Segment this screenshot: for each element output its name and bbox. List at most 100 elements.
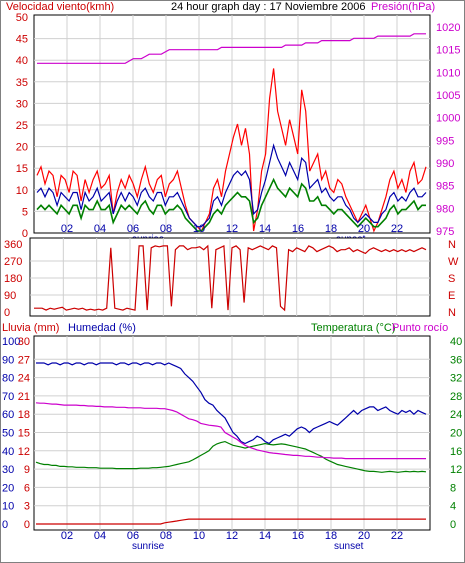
humidity-tick-label: 30 bbox=[2, 464, 14, 476]
series-gust bbox=[36, 68, 427, 233]
humidity-tick-label: 70 bbox=[2, 391, 14, 403]
wind-tick-label: 40 bbox=[16, 55, 28, 67]
wind-tick-label: 15 bbox=[16, 163, 28, 175]
pressure-tick-label: 1015 bbox=[436, 45, 460, 57]
wind-tick-label: 35 bbox=[16, 77, 28, 89]
rain-tick-label: 0 bbox=[24, 519, 30, 531]
rain-tick-label: 12 bbox=[18, 446, 30, 458]
temperature-tick-label: 40 bbox=[450, 336, 462, 348]
x-tick-label: 08 bbox=[160, 223, 172, 235]
x-tick-label: 04 bbox=[94, 530, 106, 542]
pressure-tick-label: 1000 bbox=[436, 113, 460, 125]
x-tick-label: 20 bbox=[358, 223, 370, 235]
pressure-tick-label: 990 bbox=[436, 158, 454, 170]
temperature-tick-label: 32 bbox=[450, 373, 462, 385]
wind-tick-label: 10 bbox=[16, 185, 28, 197]
series-green bbox=[36, 177, 426, 232]
temperature-tick-label: 0 bbox=[450, 519, 456, 531]
direction-tick-label: 360 bbox=[4, 239, 22, 251]
x-tick-label: 08 bbox=[160, 530, 172, 542]
sunset-label-2: sunset bbox=[334, 541, 364, 552]
wind-pressure-chart: Velocidad viento(kmh) 24 hour graph day … bbox=[6, 1, 460, 245]
wind-tick-label: 0 bbox=[22, 228, 28, 240]
x-tick-label: 02 bbox=[61, 223, 73, 235]
pressure-tick-label: 1020 bbox=[436, 22, 460, 34]
dewpoint-axis-label: Punto rocío bbox=[392, 322, 448, 334]
compass-label: E bbox=[448, 290, 455, 302]
x-tick-label: 22 bbox=[391, 223, 403, 235]
temperature-tick-label: 12 bbox=[450, 464, 462, 476]
humidity-tick-label: 60 bbox=[2, 409, 14, 421]
rain-tick-label: 15 bbox=[18, 428, 30, 440]
series-pressure bbox=[37, 33, 426, 64]
x-tick-label: 04 bbox=[94, 223, 106, 235]
temperature-tick-label: 20 bbox=[450, 428, 462, 440]
humidity-tick-label: 80 bbox=[2, 373, 14, 385]
temperature-tick-label: 16 bbox=[450, 446, 462, 458]
x-tick-label: 14 bbox=[259, 223, 271, 235]
humidity-tick-label: 100 bbox=[2, 336, 20, 348]
compass-label: S bbox=[448, 273, 455, 285]
temperature-tick-label: 4 bbox=[450, 501, 456, 513]
pressure-axis-label: Presión(hPa) bbox=[371, 1, 435, 13]
temperature-tick-label: 36 bbox=[450, 354, 462, 366]
humidity-tick-label: 0 bbox=[2, 519, 8, 531]
x-tick-label: 02 bbox=[61, 530, 73, 542]
x-tick-label: 18 bbox=[325, 223, 337, 235]
series-temperature bbox=[35, 440, 427, 473]
sunrise-label-2: sunrise bbox=[132, 541, 165, 552]
rain-tick-label: 6 bbox=[24, 482, 30, 494]
x-tick-label: 12 bbox=[226, 223, 238, 235]
humidity-axis-label: Humedad (%) bbox=[68, 322, 136, 334]
x-tick-label: 20 bbox=[358, 530, 370, 542]
pressure-tick-label: 980 bbox=[436, 203, 454, 215]
pressure-tick-label: 1010 bbox=[436, 67, 460, 79]
series-rain bbox=[36, 518, 426, 525]
compass-label: N bbox=[448, 239, 456, 251]
pressure-tick-label: 985 bbox=[436, 181, 454, 193]
humidity-tick-label: 10 bbox=[2, 501, 14, 513]
series-direction bbox=[34, 244, 427, 312]
temperature-tick-label: 8 bbox=[450, 482, 456, 494]
wind-axis-label: Velocidad viento(kmh) bbox=[6, 1, 114, 13]
pressure-tick-label: 975 bbox=[436, 226, 454, 238]
wind-tick-label: 45 bbox=[16, 34, 28, 46]
series-dewpoint bbox=[35, 402, 426, 460]
x-tick-label: 12 bbox=[226, 530, 238, 542]
pressure-tick-label: 1005 bbox=[436, 90, 460, 102]
direction-tick-label: 90 bbox=[4, 290, 16, 302]
x-tick-label: 10 bbox=[193, 223, 205, 235]
humidity-tick-label: 40 bbox=[2, 446, 14, 458]
x-tick-label: 06 bbox=[127, 223, 139, 235]
x-tick-label: 14 bbox=[259, 530, 271, 542]
rain-tick-label: 30 bbox=[18, 336, 30, 348]
rain-tick-label: 9 bbox=[24, 464, 30, 476]
direction-tick-label: 0 bbox=[4, 307, 10, 319]
wind-tick-label: 20 bbox=[16, 142, 28, 154]
x-tick-label: 18 bbox=[325, 530, 337, 542]
series-avg bbox=[36, 143, 427, 228]
chart-title: 24 hour graph day : 17 Noviembre 2006 bbox=[171, 1, 365, 13]
rain-tick-label: 21 bbox=[18, 391, 30, 403]
humidity-tick-label: 90 bbox=[2, 354, 14, 366]
compass-label: W bbox=[448, 256, 459, 268]
wind-tick-label: 50 bbox=[16, 12, 28, 24]
wind-tick-label: 30 bbox=[16, 98, 28, 110]
humidity-tick-label: 20 bbox=[2, 482, 14, 494]
x-tick-label: 22 bbox=[391, 530, 403, 542]
rain-tick-label: 24 bbox=[18, 373, 30, 385]
rain-tick-label: 3 bbox=[24, 501, 30, 513]
wind-tick-label: 5 bbox=[22, 206, 28, 218]
temperature-tick-label: 24 bbox=[450, 409, 462, 421]
rain-axis-label: Lluvia (mm) bbox=[2, 322, 59, 334]
temperature-tick-label: 28 bbox=[450, 391, 462, 403]
x-tick-label: 06 bbox=[127, 530, 139, 542]
x-tick-label: 10 bbox=[193, 530, 205, 542]
x-tick-label: 16 bbox=[292, 530, 304, 542]
rain-tick-label: 18 bbox=[18, 409, 30, 421]
wind-tick-label: 25 bbox=[16, 120, 28, 132]
direction-tick-label: 270 bbox=[4, 256, 22, 268]
pressure-tick-label: 995 bbox=[436, 135, 454, 147]
wind-direction-chart: 360 N 270 W 180 S 90 E 0 N bbox=[4, 237, 459, 319]
